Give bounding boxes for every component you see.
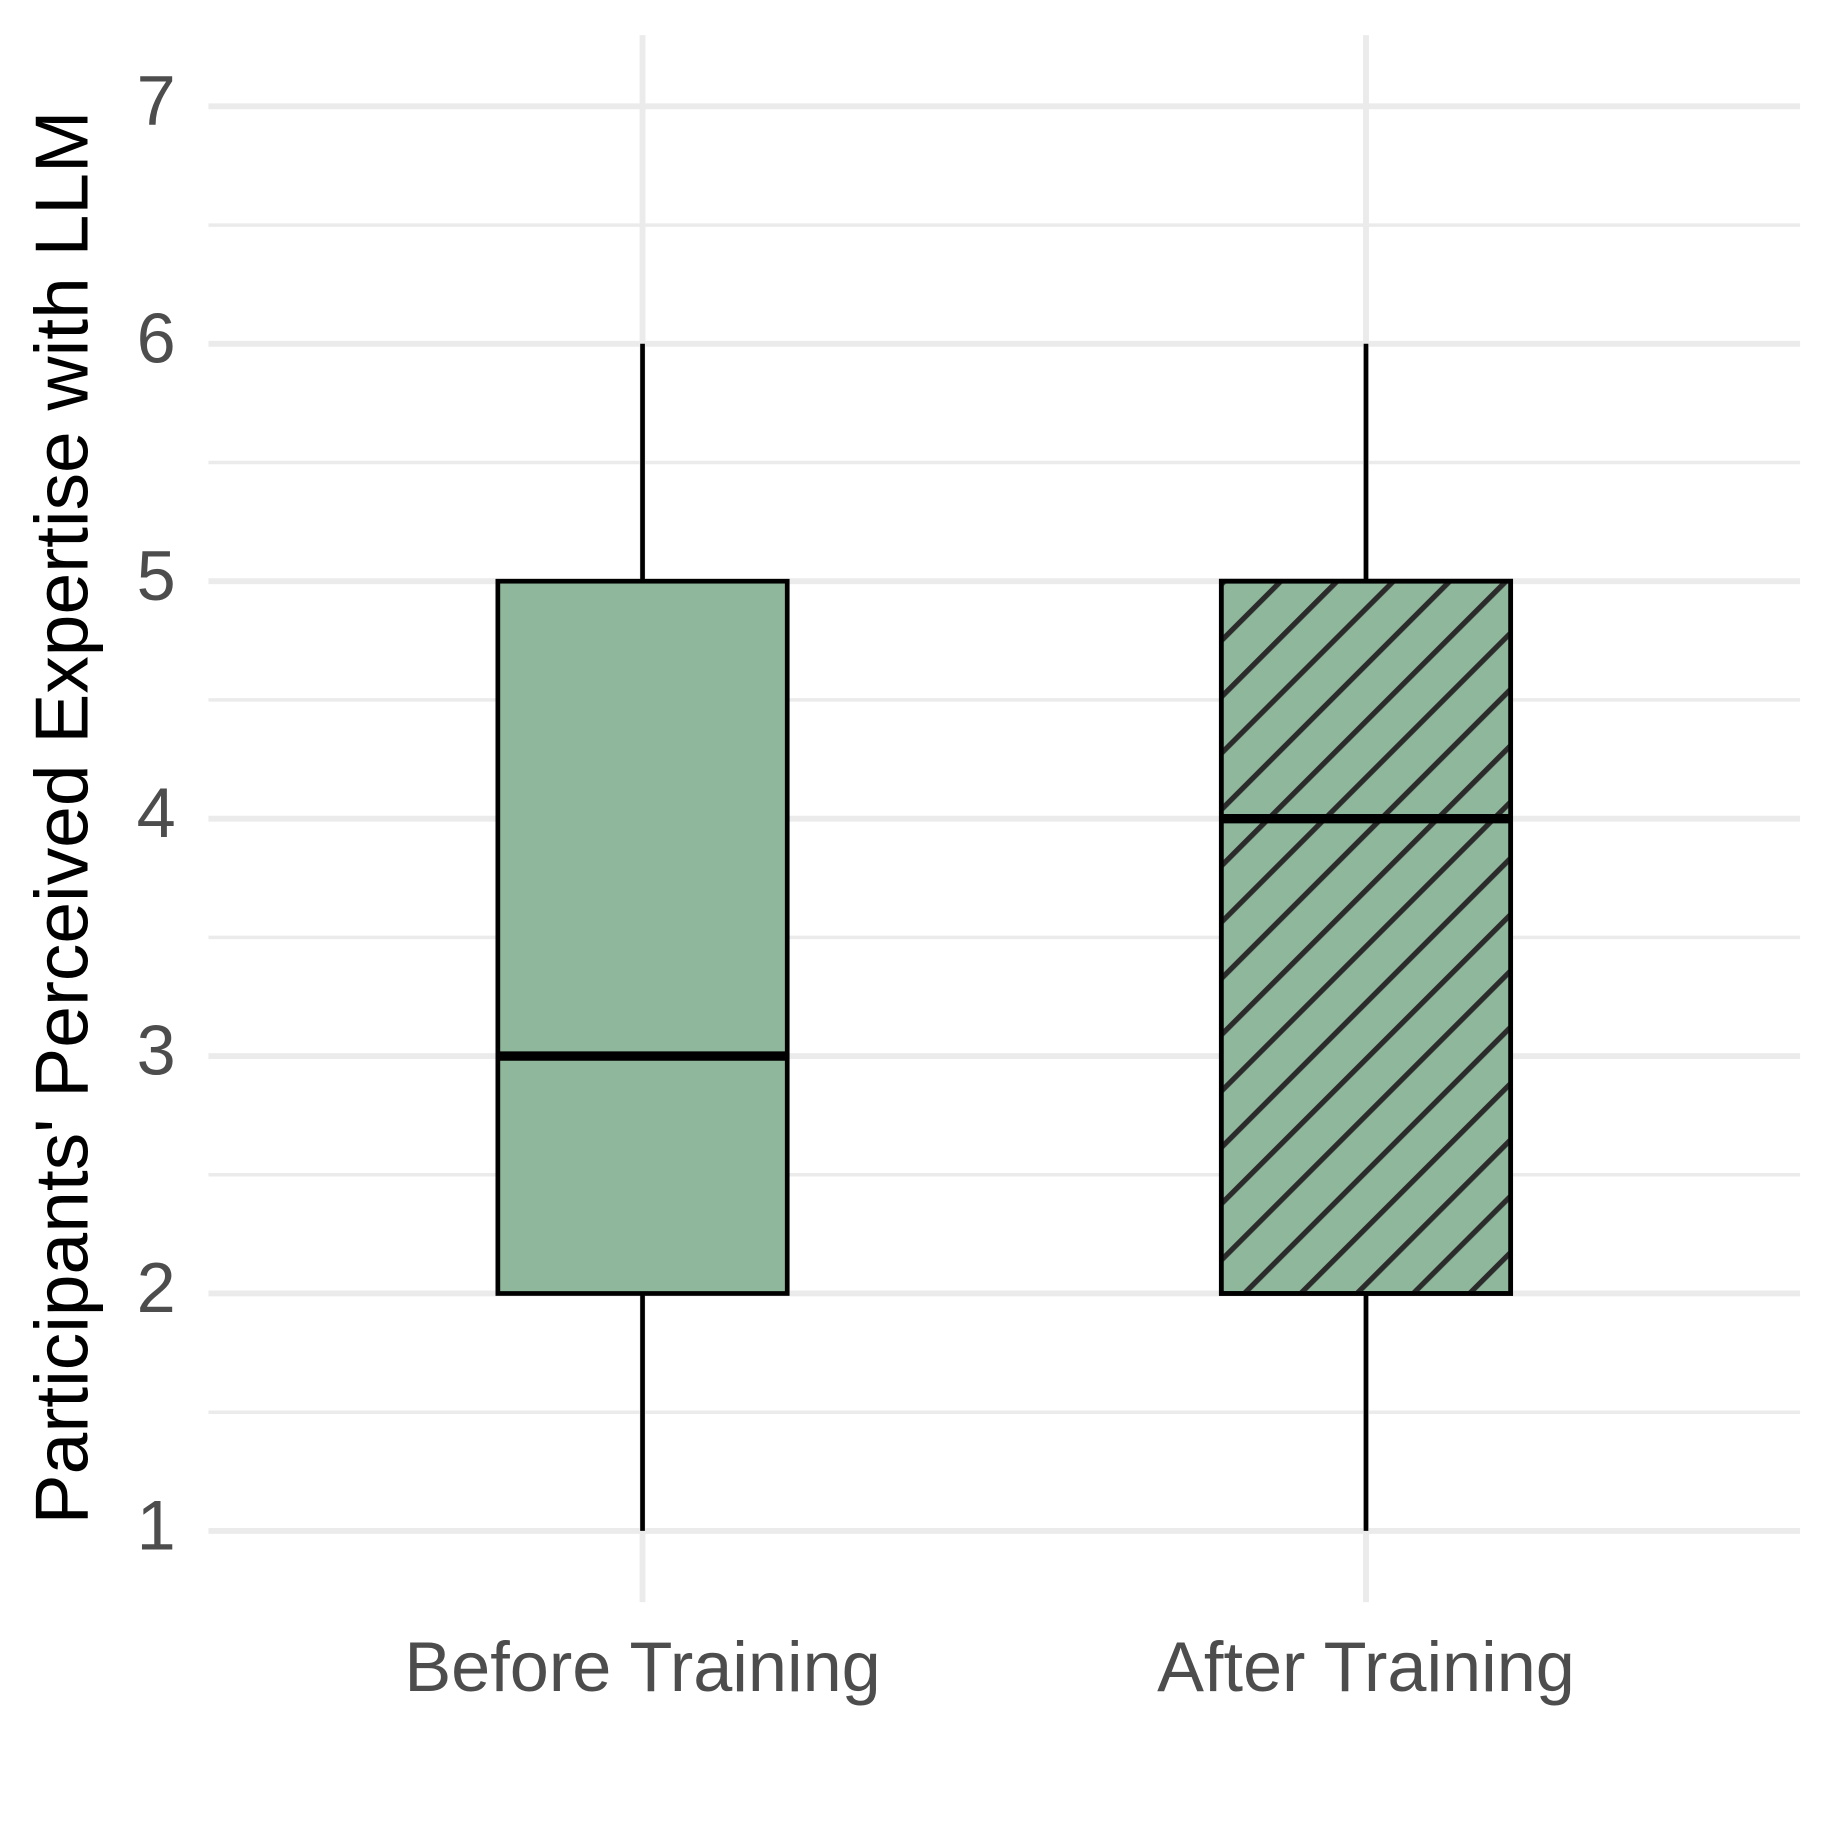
box-pattern [1218,578,1514,1296]
y-tick-label: 7 [137,61,176,140]
y-tick-label: 3 [137,1011,176,1090]
y-tick-label: 6 [137,298,176,377]
box [495,578,790,1296]
y-tick-label: 5 [137,536,176,615]
x-tick-label: Before Training [404,1627,880,1706]
y-axis-title: Participants' Perceived Expertise with L… [20,111,104,1525]
y-tick-label: 2 [137,1248,176,1327]
x-tick-label: After Training [1157,1627,1575,1706]
y-tick-label: 1 [137,1485,176,1564]
y-tick-label: 4 [137,773,176,852]
